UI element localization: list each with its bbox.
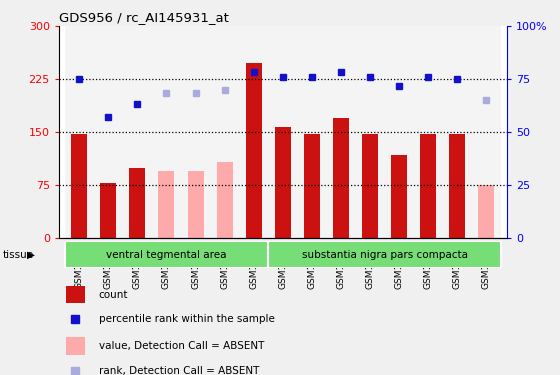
- Bar: [385, 26, 414, 238]
- Bar: [268, 241, 501, 268]
- Bar: [188, 171, 203, 238]
- Bar: [304, 134, 320, 238]
- Bar: [362, 134, 378, 238]
- Bar: [71, 134, 87, 238]
- Bar: [152, 26, 181, 238]
- Text: rank, Detection Call = ABSENT: rank, Detection Call = ABSENT: [99, 366, 259, 375]
- Text: value, Detection Call = ABSENT: value, Detection Call = ABSENT: [99, 341, 264, 351]
- Bar: [420, 134, 436, 238]
- Bar: [158, 171, 174, 238]
- Bar: [246, 63, 262, 238]
- Text: ▶: ▶: [27, 250, 35, 259]
- Bar: [472, 26, 501, 238]
- Bar: [449, 134, 465, 238]
- Bar: [443, 26, 472, 238]
- Bar: [123, 26, 152, 238]
- Bar: [64, 241, 268, 268]
- Text: GDS956 / rc_AI145931_at: GDS956 / rc_AI145931_at: [59, 11, 228, 24]
- Bar: [129, 168, 146, 238]
- Bar: [326, 26, 356, 238]
- Bar: [210, 26, 239, 238]
- Bar: [217, 162, 232, 238]
- Text: ventral tegmental area: ventral tegmental area: [106, 250, 227, 259]
- Bar: [66, 286, 85, 303]
- Bar: [414, 26, 443, 238]
- Bar: [297, 26, 326, 238]
- Bar: [66, 337, 85, 355]
- Bar: [181, 26, 210, 238]
- Bar: [391, 155, 407, 238]
- Bar: [100, 183, 116, 238]
- Text: tissue: tissue: [2, 250, 34, 259]
- Bar: [94, 26, 123, 238]
- Text: percentile rank within the sample: percentile rank within the sample: [99, 314, 275, 324]
- Bar: [275, 126, 291, 238]
- Text: count: count: [99, 290, 128, 300]
- Bar: [356, 26, 385, 238]
- Bar: [478, 185, 494, 238]
- Bar: [268, 26, 297, 238]
- Text: substantia nigra pars compacta: substantia nigra pars compacta: [302, 250, 468, 259]
- Bar: [64, 26, 94, 238]
- Bar: [333, 118, 349, 238]
- Bar: [239, 26, 268, 238]
